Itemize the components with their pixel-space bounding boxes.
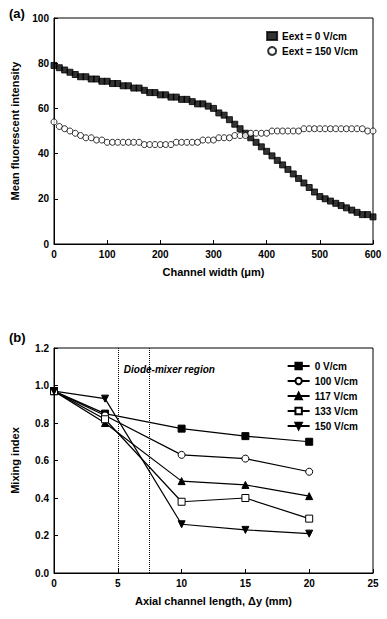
svg-text:40: 40: [38, 148, 50, 159]
svg-text:20: 20: [38, 193, 50, 204]
svg-text:Eext = 0 V/cm: Eext = 0 V/cm: [282, 31, 347, 42]
svg-text:Channel width (μm): Channel width (μm): [162, 266, 264, 278]
svg-text:0: 0: [43, 239, 49, 250]
svg-text:1.2: 1.2: [35, 343, 49, 354]
svg-text:Axial channel length, Δy (mm): Axial channel length, Δy (mm): [135, 595, 292, 607]
svg-text:0.2: 0.2: [35, 530, 49, 541]
svg-text:0: 0: [51, 578, 57, 589]
svg-text:Mixing index: Mixing index: [9, 426, 21, 494]
svg-text:Mean fluorescent intensity: Mean fluorescent intensity: [9, 61, 21, 201]
svg-text:400: 400: [258, 249, 275, 260]
svg-text:200: 200: [152, 249, 169, 260]
svg-text:25: 25: [367, 578, 379, 589]
svg-text:500: 500: [311, 249, 328, 260]
svg-text:133 V/cm: 133 V/cm: [315, 406, 358, 417]
svg-text:Diode-mixer region: Diode-mixer region: [124, 364, 215, 375]
svg-text:15: 15: [240, 578, 252, 589]
svg-text:600: 600: [365, 249, 382, 260]
svg-text:1.0: 1.0: [35, 380, 49, 391]
svg-text:0.6: 0.6: [35, 455, 49, 466]
svg-text:150 V/cm: 150 V/cm: [315, 421, 358, 432]
svg-text:100: 100: [32, 13, 49, 24]
svg-text:0: 0: [51, 249, 57, 260]
svg-text:Eext = 150 V/cm: Eext = 150 V/cm: [282, 46, 358, 57]
svg-text:(b): (b): [9, 330, 26, 345]
svg-text:80: 80: [38, 58, 50, 69]
svg-text:(a): (a): [9, 6, 25, 21]
svg-text:0.4: 0.4: [35, 493, 49, 504]
svg-text:100: 100: [99, 249, 116, 260]
svg-text:10: 10: [176, 578, 188, 589]
svg-text:5: 5: [115, 578, 121, 589]
svg-text:60: 60: [38, 103, 50, 114]
svg-text:0 V/cm: 0 V/cm: [315, 361, 347, 372]
svg-text:117 V/cm: 117 V/cm: [315, 391, 358, 402]
svg-text:0.8: 0.8: [35, 418, 49, 429]
svg-text:300: 300: [205, 249, 222, 260]
svg-text:0.0: 0.0: [35, 568, 49, 579]
svg-text:100 V/cm: 100 V/cm: [315, 376, 358, 387]
svg-text:20: 20: [304, 578, 316, 589]
